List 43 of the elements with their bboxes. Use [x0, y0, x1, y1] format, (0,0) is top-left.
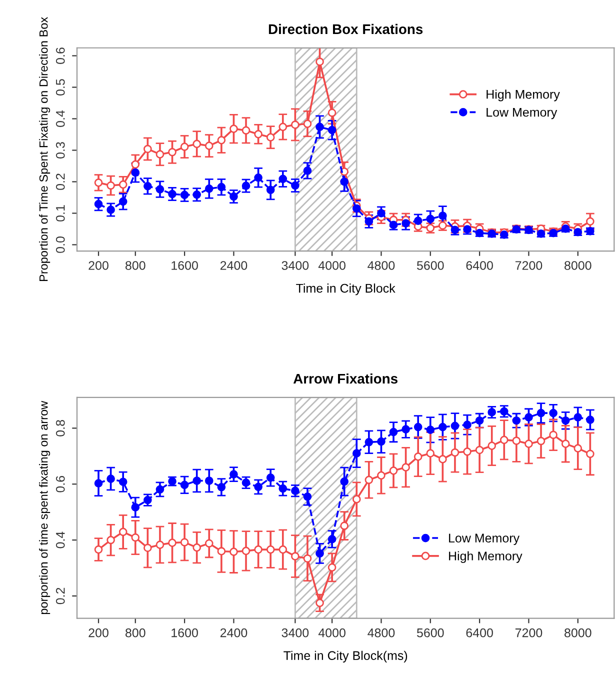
x-tick-label: 4800 — [368, 628, 395, 638]
y-axis-title: Proportion of Time Spent Fixating on Direction Box — [39, 17, 50, 282]
x-tick-label: 4000 — [318, 628, 346, 638]
x-tick-label: 7200 — [515, 261, 542, 270]
y-tick-label: 0.1 — [56, 205, 65, 222]
x-tick-label: 200 — [88, 628, 108, 638]
legend-label: Low Memory — [486, 108, 558, 120]
y-tick-label: 0.6 — [56, 48, 65, 64]
x-tick-label: 1600 — [172, 628, 198, 638]
x-tick-label: 6400 — [466, 628, 493, 638]
x-tick-label: 7200 — [515, 628, 542, 638]
y-tick-label: 0.5 — [56, 79, 65, 96]
legend-label: High Memory — [449, 551, 522, 563]
x-tick-label: 800 — [126, 261, 146, 270]
x-tick-label: 4000 — [318, 261, 346, 270]
y-tick-label: 0.2 — [56, 174, 65, 190]
x-tick-label: 2400 — [220, 628, 248, 638]
x-tick-label: 5600 — [416, 628, 444, 638]
y-tick-label: 0.3 — [56, 142, 65, 158]
x-tick-label: 2400 — [220, 261, 248, 270]
y-tick-label: 0.6 — [56, 476, 65, 492]
x-tick-label: 800 — [126, 628, 146, 638]
x-tick-label: 5600 — [416, 261, 444, 270]
x-tick-label: 8000 — [564, 628, 592, 638]
chart-title: Arrow Fixations — [293, 373, 398, 384]
y-tick-label: 0.2 — [56, 588, 65, 604]
x-axis-title: Time in City Block(ms) — [284, 650, 408, 662]
y-axis-title: porportion of time spent fixating on arrow — [39, 400, 50, 614]
y-tick-label: 0.4 — [56, 532, 65, 548]
x-tick-label: 8000 — [564, 261, 592, 270]
y-tick-label: 0.4 — [56, 110, 65, 127]
x-tick-label: 200 — [88, 261, 108, 270]
legend-label: Low Memory — [449, 534, 520, 545]
x-tick-label: 3400 — [282, 261, 309, 270]
y-tick-label: 0.8 — [56, 420, 65, 436]
x-tick-label: 1600 — [172, 261, 198, 270]
y-tick-label: 0.0 — [56, 236, 65, 253]
x-tick-label: 6400 — [466, 261, 493, 270]
chart-title: Direction Box Fixations — [268, 24, 423, 34]
x-tick-label: 3400 — [282, 628, 309, 638]
x-axis-title: Time in City Block — [296, 284, 396, 296]
legend-label: High Memory — [486, 90, 560, 102]
x-tick-label: 4800 — [368, 261, 395, 270]
